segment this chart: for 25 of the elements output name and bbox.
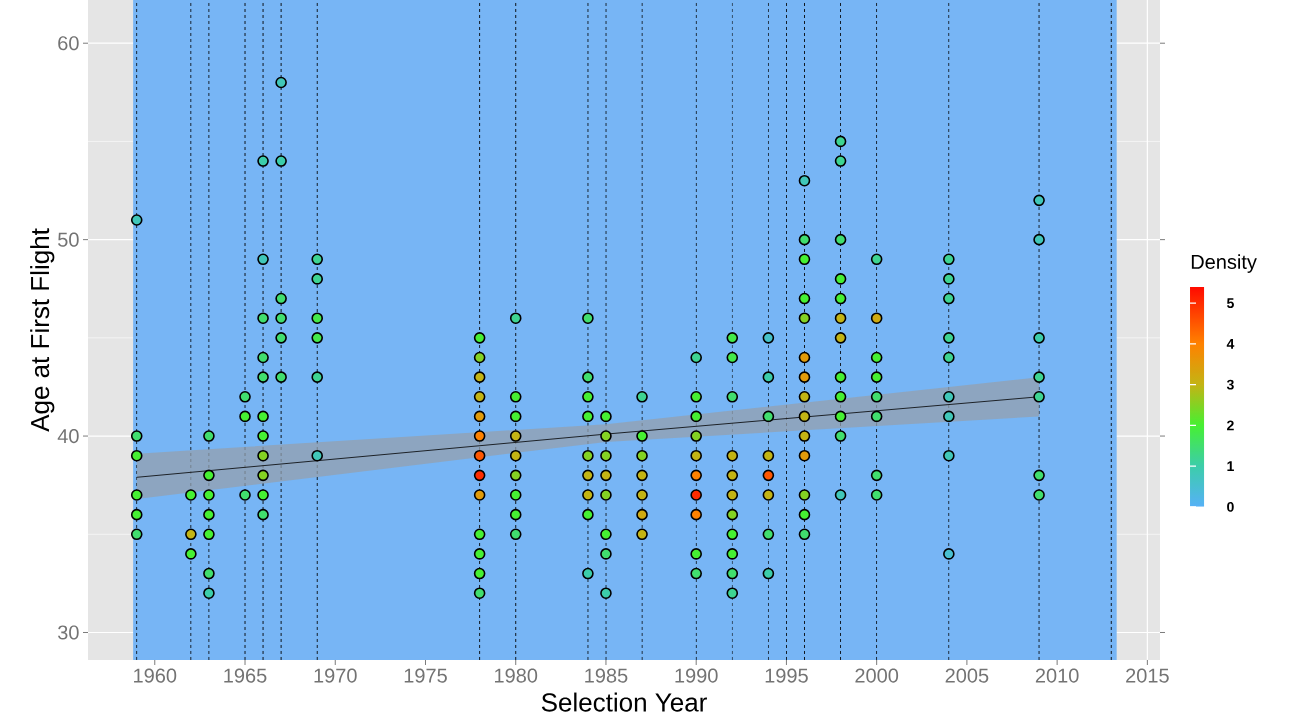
- color-bar-label: 3: [1226, 379, 1234, 390]
- color-bar-label: 4: [1226, 339, 1235, 349]
- x-tick-label: 2015: [1126, 668, 1169, 683]
- x-tick-label: 1990: [675, 668, 718, 683]
- x-tick-label: 1965: [224, 668, 267, 683]
- x-tick-label: 2010: [1035, 668, 1079, 683]
- x-tick-label: 1985: [585, 668, 628, 683]
- y-tick-label: 50: [58, 232, 79, 247]
- x-tick-label: 1960: [134, 668, 177, 683]
- x-tick-label: 1975: [404, 668, 447, 683]
- y-axis-title: Age at First Flight: [30, 228, 55, 432]
- color-bar-label: 1: [1227, 461, 1234, 471]
- y-tick-label: 60: [58, 36, 79, 51]
- color-bar-label: 0: [1227, 501, 1234, 512]
- color-bar-label: 2: [1227, 420, 1234, 431]
- y-tick-label: 30: [58, 625, 79, 640]
- color-bar-label: 5: [1226, 298, 1234, 309]
- x-tick-label: 2000: [855, 668, 899, 683]
- x-tick-label: 2005: [945, 668, 989, 683]
- x-tick-label: 1980: [495, 668, 538, 683]
- x-tick-label: 1995: [765, 668, 808, 683]
- x-tick-label: 1970: [314, 668, 357, 683]
- color-bar-title: Density: [1191, 254, 1257, 273]
- x-axis-title: Selection Year: [541, 692, 707, 712]
- y-tick-label: 40: [57, 428, 79, 444]
